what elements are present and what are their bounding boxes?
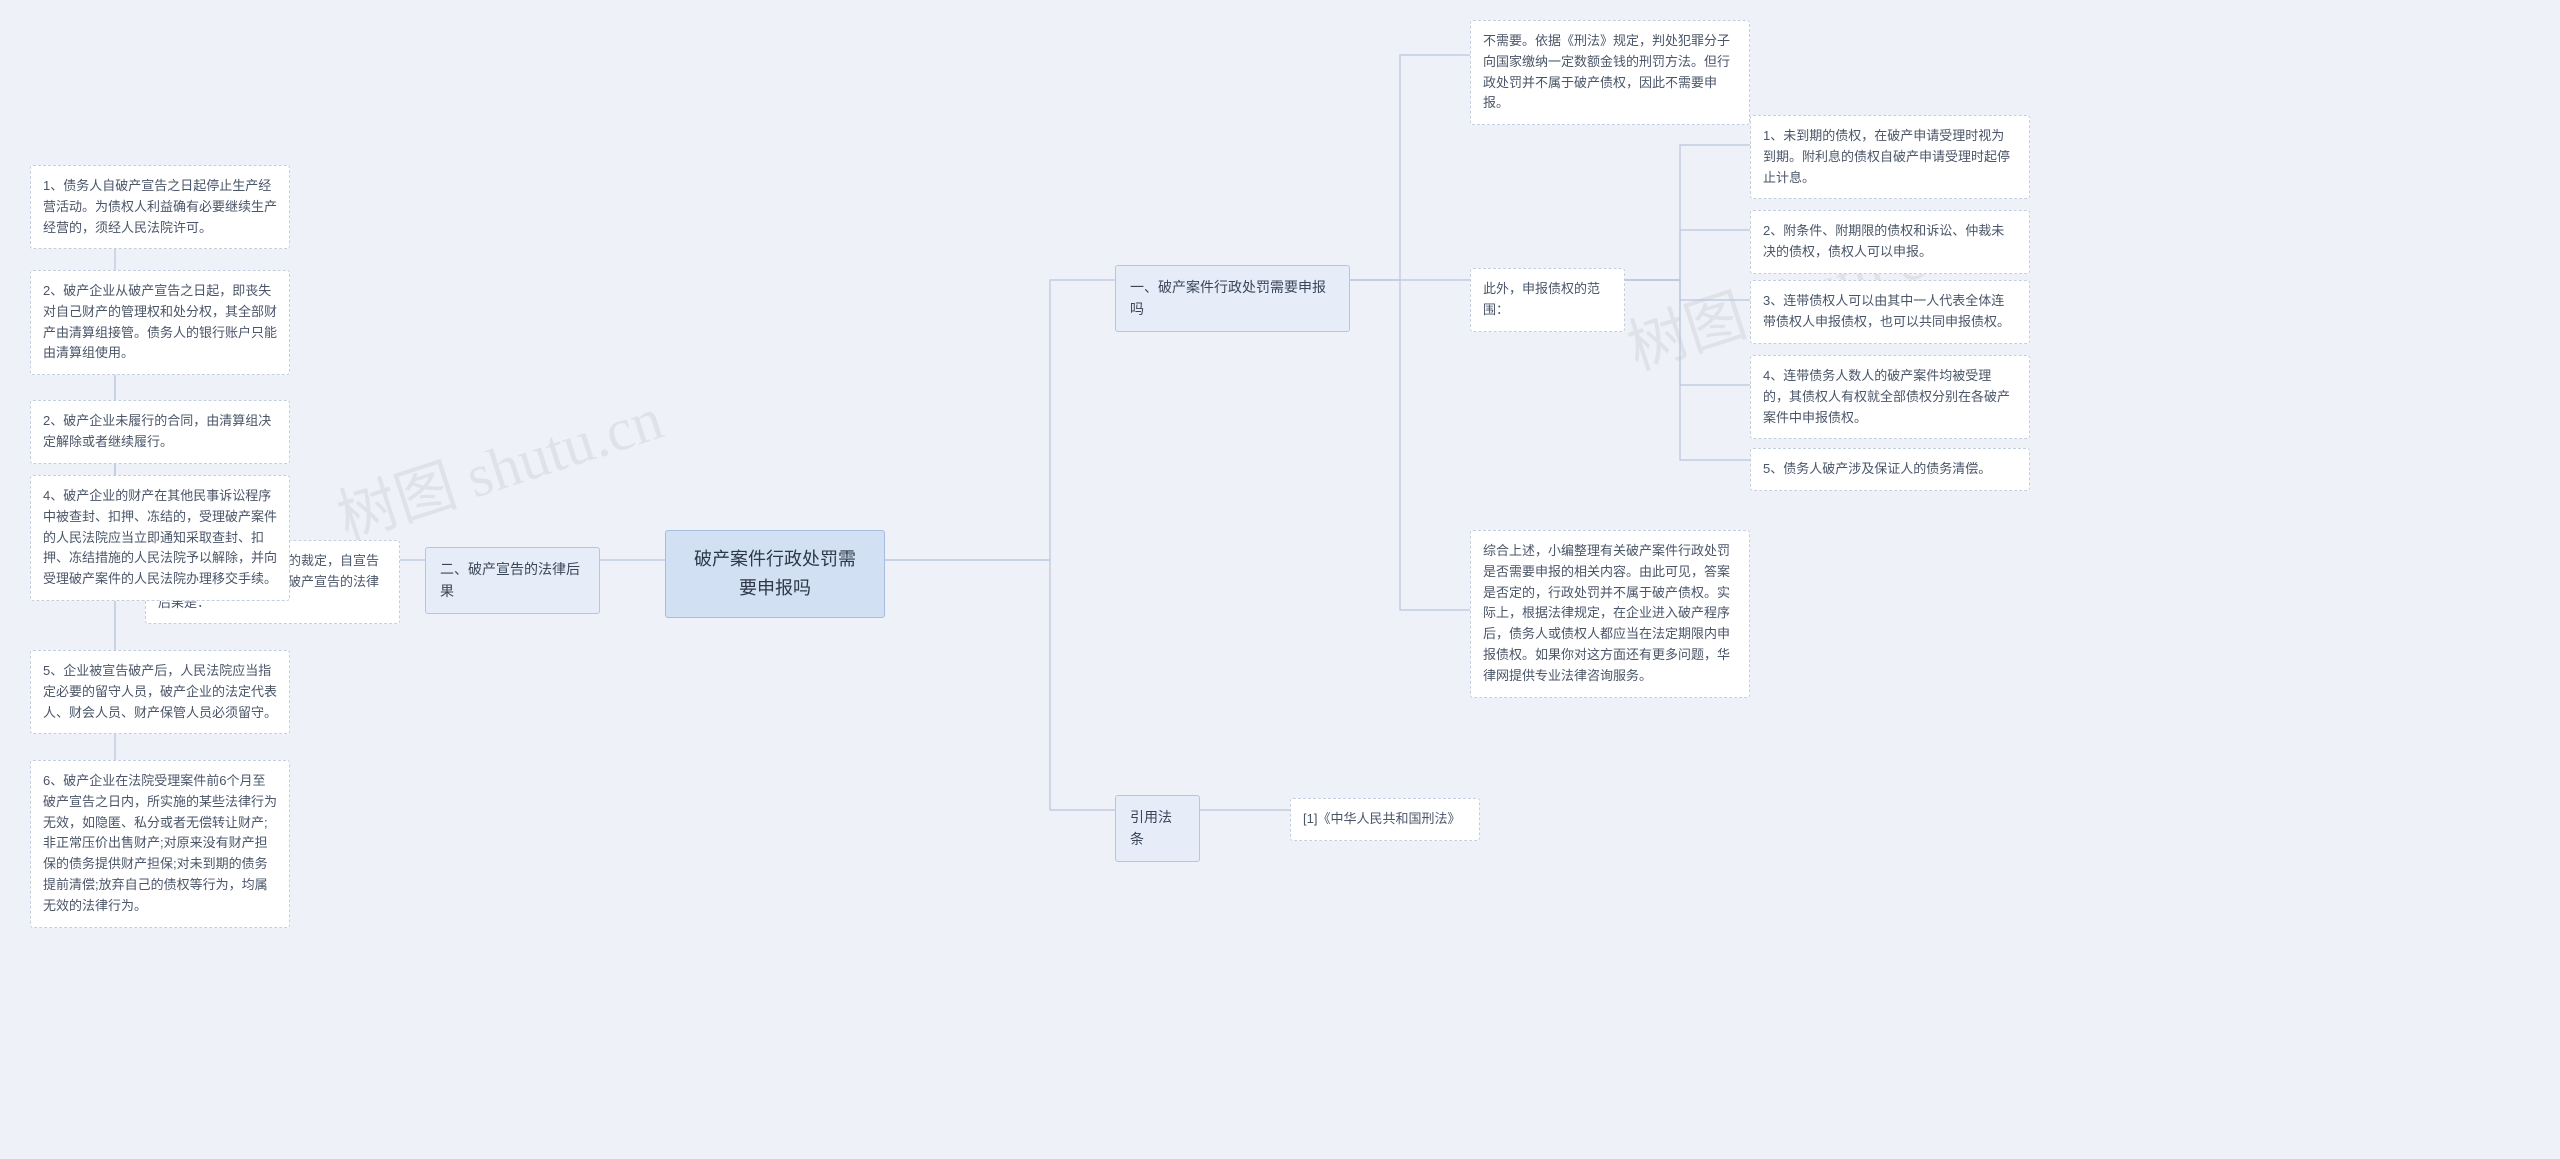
leaf-b1c2-label[interactable]: 此外，申报债权的范围：: [1470, 268, 1625, 332]
leaf-b1c2d[interactable]: 4、连带债务人数人的破产案件均被受理的，其债权人有权就全部债权分别在各破产案件中…: [1750, 355, 2030, 439]
leaf-b1c2c[interactable]: 3、连带债权人可以由其中一人代表全体连带债权人申报债权，也可以共同申报债权。: [1750, 280, 2030, 344]
leaf-b1c2e[interactable]: 5、债务人破产涉及保证人的债务清偿。: [1750, 448, 2030, 491]
leaf-b2c1a[interactable]: 1、债务人自破产宣告之日起停止生产经营活动。为债权人利益确有必要继续生产经营的，…: [30, 165, 290, 249]
leaf-b2c1e[interactable]: 5、企业被宣告破产后，人民法院应当指定必要的留守人员，破产企业的法定代表人、财会…: [30, 650, 290, 734]
leaf-b1c2a[interactable]: 1、未到期的债权，在破产申请受理时视为到期。附利息的债权自破产申请受理时起停止计…: [1750, 115, 2030, 199]
leaf-b1c2b[interactable]: 2、附条件、附期限的债权和诉讼、仲裁未决的债权，债权人可以申报。: [1750, 210, 2030, 274]
leaf-b2c1c[interactable]: 2、破产企业未履行的合同，由清算组决定解除或者继续履行。: [30, 400, 290, 464]
center-node[interactable]: 破产案件行政处罚需要申报吗: [665, 530, 885, 618]
leaf-b3c1[interactable]: [1]《中华人民共和国刑法》: [1290, 798, 1480, 841]
watermark: 树图 shutu.cn: [325, 370, 672, 557]
branch-1[interactable]: 一、破产案件行政处罚需要申报吗: [1115, 265, 1350, 332]
leaf-b1c1[interactable]: 不需要。依据《刑法》规定，判处犯罪分子向国家缴纳一定数额金钱的刑罚方法。但行政处…: [1470, 20, 1750, 125]
leaf-b1c3[interactable]: 综合上述，小编整理有关破产案件行政处罚是否需要申报的相关内容。由此可见，答案是否…: [1470, 530, 1750, 698]
leaf-b2c1b[interactable]: 2、破产企业从破产宣告之日起，即丧失对自己财产的管理权和处分权，其全部财产由清算…: [30, 270, 290, 375]
leaf-b2c1d[interactable]: 4、破产企业的财产在其他民事诉讼程序中被查封、扣押、冻结的，受理破产案件的人民法…: [30, 475, 290, 601]
leaf-b2c1f[interactable]: 6、破产企业在法院受理案件前6个月至破产宣告之日内，所实施的某些法律行为无效，如…: [30, 760, 290, 928]
branch-2[interactable]: 二、破产宣告的法律后果: [425, 547, 600, 614]
branch-3[interactable]: 引用法条: [1115, 795, 1200, 862]
